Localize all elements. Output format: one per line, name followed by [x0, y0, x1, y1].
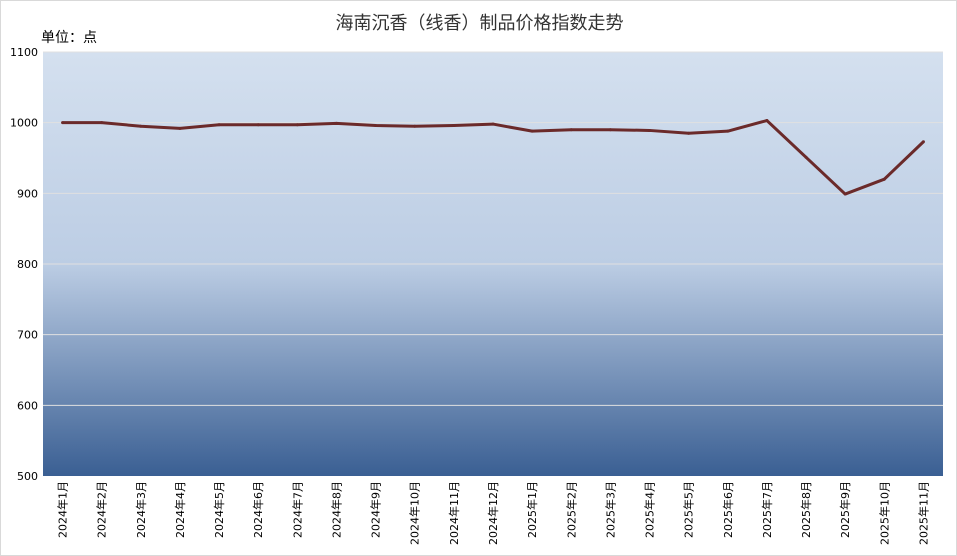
x-tick-label: 2024年3月 — [134, 481, 148, 538]
x-tick-label: 2024年1月 — [56, 481, 70, 538]
data-point — [843, 192, 847, 196]
data-point — [100, 121, 104, 125]
x-tick-label: 2025年4月 — [643, 481, 657, 538]
x-tick-label: 2024年11月 — [447, 481, 461, 545]
data-point — [61, 121, 65, 125]
data-point — [687, 131, 691, 135]
x-tick-label: 2024年10月 — [408, 481, 422, 545]
x-tick-label: 2025年1月 — [525, 481, 539, 538]
data-point — [569, 128, 573, 132]
x-tick-label: 2024年5月 — [212, 481, 226, 538]
x-tick-label: 2025年11月 — [916, 481, 930, 545]
unit-label: 单位：点 — [41, 30, 97, 46]
y-tick-label: 1000 — [10, 117, 38, 130]
x-tick-label: 2024年8月 — [329, 481, 343, 538]
data-point — [413, 124, 417, 128]
data-point — [334, 121, 338, 125]
x-tick-label: 2025年10月 — [877, 481, 891, 545]
y-tick-label: 700 — [17, 329, 38, 342]
x-tick-label: 2025年8月 — [799, 481, 813, 538]
data-point — [648, 128, 652, 132]
x-tick-label: 2025年5月 — [682, 481, 696, 538]
x-tick-label: 2024年9月 — [369, 481, 383, 538]
chart-title: 海南沉香（线香）制品价格指数走势 — [335, 13, 624, 34]
x-tick-label: 2025年2月 — [564, 481, 578, 538]
x-tick-label: 2025年9月 — [838, 481, 852, 538]
y-tick-label: 900 — [17, 187, 38, 200]
data-point — [452, 123, 456, 127]
data-point — [374, 123, 378, 127]
data-point — [608, 128, 612, 132]
x-tick-label: 2024年12月 — [486, 481, 500, 545]
data-point — [178, 126, 182, 130]
data-point — [882, 177, 886, 181]
x-tick-label: 2024年2月 — [95, 481, 109, 538]
x-tick-label: 2025年6月 — [721, 481, 735, 538]
data-point — [765, 119, 769, 123]
data-point — [295, 123, 299, 127]
data-point — [491, 122, 495, 126]
y-tick-label: 800 — [17, 258, 38, 271]
y-tick-label: 500 — [17, 470, 38, 483]
y-tick-label: 1100 — [10, 46, 38, 59]
x-tick-label: 2024年4月 — [173, 481, 187, 538]
y-tick-label: 600 — [17, 399, 38, 412]
x-tick-label: 2024年6月 — [251, 481, 265, 538]
x-tick-label: 2025年3月 — [603, 481, 617, 538]
data-point — [217, 123, 221, 127]
data-point — [726, 129, 730, 133]
data-point — [139, 124, 143, 128]
x-tick-label: 2025年7月 — [760, 481, 774, 538]
data-point — [256, 123, 260, 127]
data-point — [921, 140, 925, 144]
x-tick-label: 2024年7月 — [290, 481, 304, 538]
data-point — [804, 155, 808, 159]
data-point — [530, 129, 534, 133]
